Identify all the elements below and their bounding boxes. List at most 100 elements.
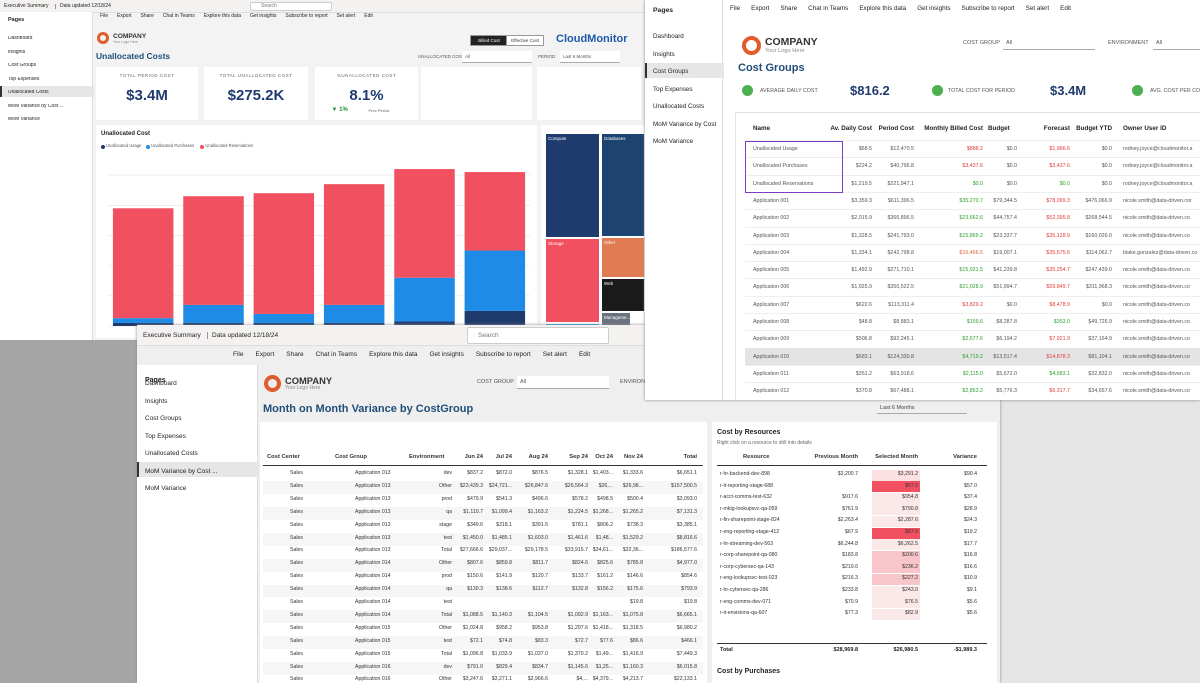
page-link[interactable]: MoM Variance by Cost ... [653, 120, 718, 128]
bar-segment [323, 322, 385, 326]
page-link[interactable]: MoM Variance [8, 117, 40, 122]
page-link[interactable]: Top Expenses [8, 76, 40, 82]
toolbar-button[interactable]: Get insights [429, 351, 464, 358]
cell: $82.9 [905, 610, 918, 617]
toolbar-button[interactable]: Get insights [917, 5, 951, 12]
toolbar-button[interactable]: Set alert [1025, 5, 1050, 12]
toolbar-button[interactable]: Chat in Teams [315, 351, 358, 358]
cell: Application 015 [355, 624, 391, 631]
cell: $1,075.8 [622, 611, 643, 618]
search-box[interactable]: Search [250, 2, 332, 11]
filter-dropdown[interactable]: Last 6 Months [560, 51, 620, 63]
heat-cell [872, 481, 920, 493]
page-link[interactable]: Top Expenses [145, 432, 186, 440]
page-link[interactable]: Unallocated Costs [653, 103, 705, 110]
cell: r-eng-lookupsvc-test-023 [720, 575, 778, 582]
filter-dropdown[interactable]: All [1153, 37, 1200, 50]
toolbar-button[interactable]: Edit [1060, 5, 1071, 12]
page-link[interactable]: Top Expenses [653, 85, 693, 93]
page-link[interactable]: MoM Variance by Cost ... [8, 103, 64, 109]
toolbar-button[interactable]: Subscribe to report [285, 13, 328, 19]
cell: $6,651.1 [676, 470, 697, 476]
cell: Sales [290, 573, 303, 580]
cell: $366,896.5 [887, 215, 914, 222]
cell: $506.8 [855, 336, 872, 343]
cell: $1,145.6 [567, 663, 588, 670]
cell: Sales [290, 495, 303, 502]
cell: Application 005 [753, 267, 790, 274]
cell: nicole.smith@data-driven.co [1123, 301, 1190, 308]
cell: Application 012 [753, 388, 790, 395]
page-link[interactable]: Cost Groups [8, 63, 37, 68]
page-link[interactable]: MoM Variance by Cost ... [145, 467, 218, 475]
page-link[interactable]: Cost Groups [145, 415, 182, 422]
toolbar-button[interactable]: Set alert [542, 351, 567, 358]
toolbar-button[interactable]: File [233, 351, 244, 358]
toolbar-button[interactable]: Edit [578, 351, 591, 358]
toolbar-button[interactable]: Get insights [249, 13, 277, 19]
cell: $479.9 [467, 495, 483, 502]
cell: nicole.smith@data-driven.co [1123, 388, 1190, 395]
treemap-label: Web [604, 281, 614, 286]
page-link[interactable]: Unallocated Costs [145, 450, 198, 457]
cell: Sales [290, 637, 303, 644]
tab[interactable]: Effective Cost [506, 35, 544, 46]
column-header: Aug 24 [528, 454, 548, 460]
toolbar-button[interactable]: Subscribe to report [475, 351, 531, 358]
page-link[interactable]: Dashboard [8, 36, 33, 41]
search-box[interactable]: Search [467, 327, 609, 344]
toolbar-button[interactable]: Export [255, 351, 275, 358]
page-link[interactable]: Unallocated Costs [8, 90, 49, 95]
toolbar-button[interactable]: Share [286, 351, 304, 358]
cell: $1,024.8 [462, 624, 483, 631]
toolbar-button[interactable]: Share [140, 13, 154, 19]
cell: $1,092.9 [567, 611, 588, 618]
logo-tagline: Your Logo Here [765, 48, 805, 55]
toolbar-button[interactable]: Export [117, 13, 132, 19]
toolbar-button[interactable]: File [100, 13, 109, 19]
toolbar-button[interactable]: Chat in Teams [808, 5, 849, 12]
toolbar-button[interactable]: Edit [364, 13, 373, 19]
cell: $1,268... [592, 508, 613, 515]
filter-dropdown[interactable]: All [517, 376, 609, 389]
bar-segment [323, 184, 385, 305]
toolbar-button[interactable]: Explore this data [369, 351, 418, 358]
toolbar-button[interactable]: Share [780, 5, 798, 12]
toolbar-button[interactable]: Set alert [336, 13, 356, 19]
cell: Application 013 [355, 470, 391, 476]
period-dropdown[interactable]: Last 6 Months [877, 403, 967, 414]
cell: $10.9 [964, 575, 977, 582]
page-link[interactable]: Dashboard [653, 33, 684, 40]
total-cell: -$1,989.3 [953, 647, 977, 653]
cell: Application 009 [753, 336, 790, 343]
row-rule [745, 226, 1200, 228]
cell: $146.6 [627, 573, 643, 580]
toolbar-button[interactable]: Explore this data [203, 13, 241, 19]
page-link[interactable]: Insights [653, 50, 675, 58]
column-header: Cost Group [335, 454, 367, 460]
page-link[interactable]: MoM Variance [145, 485, 187, 492]
cell: Other [439, 482, 452, 489]
filter-dropdown[interactable]: All [1003, 37, 1095, 50]
page-link[interactable]: Insights [8, 49, 26, 55]
toolbar-button[interactable]: File [730, 5, 741, 12]
page-link[interactable]: Dashboard [145, 380, 177, 387]
filter-dropdown[interactable]: All [462, 51, 532, 63]
cell: $1,224.5 [567, 508, 588, 515]
cell: rodney.joyce@cloudmonitor.a [1123, 146, 1193, 152]
treemap-tile: Web [601, 278, 645, 312]
search-placeholder: Search [478, 332, 499, 340]
toolbar-button[interactable]: Chat in Teams [162, 13, 195, 19]
toolbar-button[interactable]: Subscribe to report [961, 5, 1015, 12]
page-link[interactable]: Insights [145, 397, 168, 405]
treemap-label: Storage [548, 241, 564, 246]
page-link[interactable]: MoM Variance [653, 138, 694, 145]
toolbar-button[interactable]: Explore this data [859, 5, 907, 12]
cell: $1,418... [592, 624, 613, 631]
cell: $811.7 [532, 560, 548, 567]
cell: $4,... [576, 676, 588, 683]
treemap-label: Manageme... [604, 315, 631, 320]
toolbar-button[interactable]: Export [751, 5, 770, 12]
cell: r-hr-backend-dev-898 [720, 471, 770, 477]
page-link[interactable]: Cost Groups [653, 68, 689, 75]
